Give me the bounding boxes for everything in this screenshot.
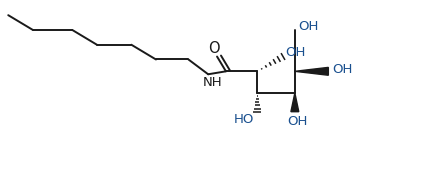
- Text: O: O: [208, 41, 220, 56]
- Text: OH: OH: [288, 115, 308, 128]
- Text: NH: NH: [202, 76, 222, 89]
- Text: OH: OH: [298, 20, 319, 33]
- Text: OH: OH: [332, 63, 352, 76]
- Text: HO: HO: [234, 113, 254, 126]
- Polygon shape: [295, 67, 328, 75]
- Polygon shape: [291, 93, 299, 112]
- Text: OH: OH: [286, 46, 306, 59]
